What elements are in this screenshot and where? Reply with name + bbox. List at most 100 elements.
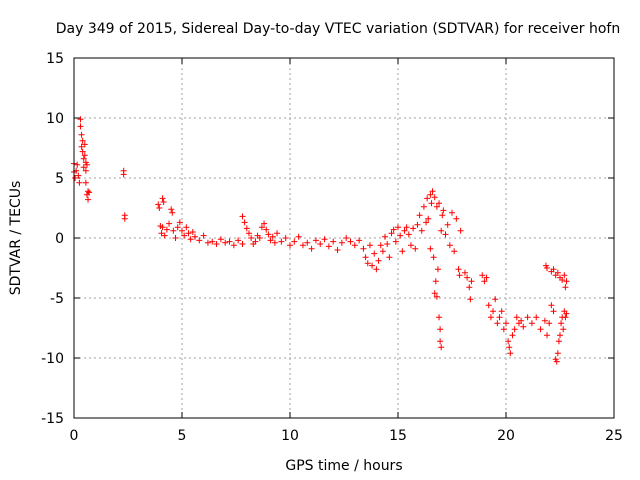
data-point — [464, 274, 471, 281]
data-point — [187, 236, 194, 243]
data-point — [377, 242, 384, 249]
data-point — [395, 224, 401, 231]
data-point — [507, 350, 514, 357]
data-point — [356, 237, 363, 244]
data-point — [433, 203, 440, 210]
data-point — [347, 238, 354, 245]
data-point — [436, 200, 443, 207]
data-point — [330, 238, 337, 245]
data-point — [267, 237, 274, 244]
data-point — [343, 235, 350, 241]
data-point — [390, 226, 397, 233]
data-point — [559, 277, 566, 283]
data-point — [456, 272, 463, 279]
data-point — [295, 233, 302, 240]
data-point — [85, 188, 92, 195]
y-axis-label: SDTVAR / TECUs — [8, 181, 24, 296]
data-point — [548, 302, 555, 309]
data-point — [163, 226, 170, 233]
data-point — [427, 245, 434, 252]
data-point — [191, 233, 198, 240]
data-point — [437, 338, 444, 345]
data-point — [155, 201, 162, 208]
data-point — [453, 215, 460, 222]
data-point — [544, 265, 551, 271]
data-point — [410, 225, 417, 232]
data-point — [432, 278, 439, 285]
y-tick-label: -5 — [50, 291, 64, 307]
data-point — [483, 274, 490, 281]
data-point — [468, 278, 475, 285]
data-point — [256, 235, 263, 241]
data-point — [562, 314, 569, 321]
data-point — [386, 254, 393, 261]
data-point — [557, 332, 563, 339]
data-point — [511, 326, 518, 333]
data-point — [418, 227, 425, 234]
data-point — [438, 227, 445, 234]
tick-labels: 0 5 10 15 20 25 -15 -10 -5 0 5 10 15 — [41, 51, 623, 444]
data-point — [278, 238, 285, 245]
data-point — [317, 241, 324, 247]
data-point — [555, 338, 562, 345]
data-point — [243, 225, 250, 232]
data-point — [505, 338, 512, 345]
data-point — [509, 332, 516, 339]
data-point — [83, 161, 90, 168]
data-point — [399, 248, 406, 255]
data-point — [79, 137, 86, 144]
data-point — [481, 278, 488, 285]
data-point — [444, 221, 451, 228]
data-point — [500, 326, 507, 333]
data-point — [553, 358, 560, 365]
data-point — [239, 241, 246, 247]
data-point — [168, 206, 175, 213]
data-point — [174, 224, 181, 231]
data-point — [183, 224, 190, 231]
data-point — [412, 245, 419, 252]
data-point — [520, 323, 527, 330]
data-point — [321, 236, 328, 243]
data-point — [179, 227, 185, 234]
data-point — [431, 194, 438, 201]
data-point — [487, 314, 494, 321]
data-point — [455, 266, 462, 273]
data-point — [209, 238, 216, 245]
data-point — [405, 231, 412, 238]
data-point — [230, 242, 237, 249]
data-point — [308, 245, 315, 252]
data-point — [554, 269, 561, 276]
data-point — [546, 320, 553, 327]
data-point — [351, 242, 358, 249]
x-tick-label: 15 — [389, 428, 407, 444]
data-point — [299, 242, 306, 249]
data-point — [446, 242, 453, 249]
data-point — [172, 235, 179, 241]
data-point — [82, 179, 89, 186]
data-point — [334, 247, 341, 253]
data-point — [490, 308, 497, 315]
x-tick-label: 10 — [281, 428, 299, 444]
data-point — [304, 239, 311, 246]
data-point — [442, 231, 449, 238]
data-point — [241, 219, 248, 226]
data-point — [466, 284, 473, 291]
data-point — [160, 199, 167, 205]
data-point — [287, 242, 293, 249]
data-point — [427, 191, 434, 198]
data-point — [166, 220, 173, 227]
data-point — [239, 213, 246, 220]
data-point — [492, 296, 499, 303]
data-point — [81, 152, 88, 159]
data-point — [498, 308, 505, 315]
data-point — [77, 116, 84, 123]
data-point — [375, 257, 382, 264]
data-point — [388, 230, 395, 237]
data-point — [431, 290, 438, 297]
data-point — [496, 314, 503, 321]
data-point — [181, 232, 188, 239]
data-point — [325, 243, 332, 250]
x-axis-label: GPS time / hours — [285, 458, 402, 474]
data-point — [541, 317, 548, 324]
